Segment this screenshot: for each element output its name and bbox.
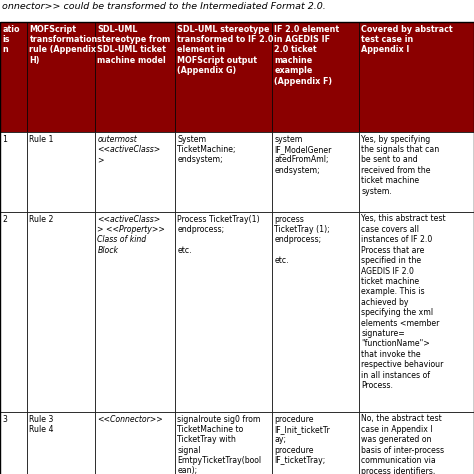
Bar xyxy=(359,412,474,474)
Bar xyxy=(175,22,272,132)
Text: 1: 1 xyxy=(2,135,8,144)
Text: SDL-UML stereotype
transformed to IF 2.0
element in
MOFScript output
(Appendix G: SDL-UML stereotype transformed to IF 2.0… xyxy=(177,25,274,75)
Text: signalroute sig0 from
TicketMachine to
TicketTray with
signal
EmtpyTicketTray(bo: signalroute sig0 from TicketMachine to T… xyxy=(177,414,262,474)
Bar xyxy=(27,412,95,474)
Bar xyxy=(27,132,95,212)
Bar xyxy=(27,212,95,412)
Text: Rule 3
Rule 4: Rule 3 Rule 4 xyxy=(29,414,54,434)
Bar xyxy=(175,132,272,212)
Text: process
TicketTray (1);
endprocess;

etc.: process TicketTray (1); endprocess; etc. xyxy=(274,215,330,265)
Bar xyxy=(272,412,359,474)
Text: SDL-UML
stereotype from
SDL-UML ticket
machine model: SDL-UML stereotype from SDL-UML ticket m… xyxy=(98,25,171,64)
Text: Yes, by specifying
the signals that can
be sent to and
received from the
ticket : Yes, by specifying the signals that can … xyxy=(362,135,440,195)
Text: <<Connector>>: <<Connector>> xyxy=(98,414,163,423)
Bar xyxy=(27,22,95,132)
Bar xyxy=(95,22,175,132)
Text: outermost
<<activeClass>
>: outermost <<activeClass> > xyxy=(98,135,161,164)
Text: No, the abstract test
case in Appendix I
was generated on
basis of inter-process: No, the abstract test case in Appendix I… xyxy=(362,414,445,474)
Text: Process TicketTray(1)
endprocess;

etc.: Process TicketTray(1) endprocess; etc. xyxy=(177,215,260,255)
Text: procedure
IF_Init_ticketTr
ay;
procedure
IF_ticketTray;

etc.: procedure IF_Init_ticketTr ay; procedure… xyxy=(274,414,330,474)
Text: System
TicketMachine;
endsystem;: System TicketMachine; endsystem; xyxy=(177,135,236,164)
Text: 3: 3 xyxy=(2,414,8,423)
Bar xyxy=(272,212,359,412)
Text: <<activeClass>
> <<Property>>
Class of kind
Block: <<activeClass> > <<Property>> Class of k… xyxy=(98,215,165,255)
Bar xyxy=(359,132,474,212)
Bar xyxy=(95,412,175,474)
Bar xyxy=(95,132,175,212)
Bar xyxy=(95,212,175,412)
Bar xyxy=(0,132,27,212)
Text: atio
is
n: atio is n xyxy=(2,25,20,55)
Text: onnector>> could be transformed to the Intermediated Format 2.0.: onnector>> could be transformed to the I… xyxy=(2,2,326,11)
Text: Rule 2: Rule 2 xyxy=(29,215,54,224)
Text: Covered by abstract
test case in
Appendix I: Covered by abstract test case in Appendi… xyxy=(362,25,453,55)
Bar xyxy=(0,412,27,474)
Bar xyxy=(0,212,27,412)
Text: IF 2.0 element
in AGEDIS IF
2.0 ticket
machine
example
(Appendix F): IF 2.0 element in AGEDIS IF 2.0 ticket m… xyxy=(274,25,340,85)
Text: Yes, this abstract test
case covers all
instances of IF 2.0
Process that are
spe: Yes, this abstract test case covers all … xyxy=(362,215,446,390)
Text: 2: 2 xyxy=(2,215,8,224)
Bar xyxy=(175,412,272,474)
Bar xyxy=(359,22,474,132)
Bar xyxy=(0,22,27,132)
Bar xyxy=(272,132,359,212)
Text: system
IF_ModelGener
atedFromAml;
endsystem;: system IF_ModelGener atedFromAml; endsys… xyxy=(274,135,332,175)
Text: MOFScript
transformation
rule (Appendix
H): MOFScript transformation rule (Appendix … xyxy=(29,25,98,64)
Bar xyxy=(175,212,272,412)
Bar xyxy=(359,212,474,412)
Text: Rule 1: Rule 1 xyxy=(29,135,54,144)
Bar xyxy=(272,22,359,132)
